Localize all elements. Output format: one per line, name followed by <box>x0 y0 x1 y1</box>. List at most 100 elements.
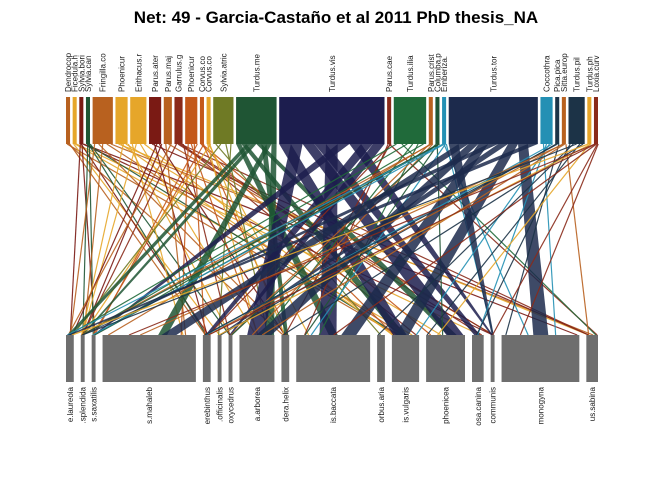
lower-node-box <box>228 335 233 382</box>
upper-node-box <box>92 97 113 144</box>
upper-node-label: Emberiza. <box>440 56 449 92</box>
upper-node-box <box>163 97 172 144</box>
interaction-line <box>81 143 137 336</box>
interaction-band <box>67 144 538 335</box>
upper-node-label: Fringilla.co <box>99 53 108 92</box>
interaction-line <box>153 143 208 336</box>
lower-node-box <box>426 335 465 382</box>
interaction-line <box>542 143 557 336</box>
interaction-line <box>82 143 408 336</box>
upper-node-box <box>448 97 538 144</box>
interaction-line <box>66 143 444 336</box>
upper-node-label: Turdus.ilia <box>406 55 415 92</box>
lower-node-label: erebinthus <box>203 387 212 424</box>
upper-node-box <box>115 97 128 144</box>
lower-node-box <box>296 335 371 382</box>
interaction-links <box>66 143 599 336</box>
interaction-line <box>261 143 414 336</box>
lower-node-label: .splendida <box>79 386 88 423</box>
upper-node-label: Parus.ater <box>151 55 160 92</box>
interaction-line <box>261 143 566 336</box>
upper-node-box <box>442 97 447 144</box>
lower-node-box <box>490 335 495 382</box>
upper-node-box <box>561 97 566 144</box>
interaction-line <box>69 143 81 336</box>
lower-node-box <box>80 335 85 382</box>
upper-node-label: Loxia.curv <box>592 56 601 92</box>
upper-node-label: Columba.p <box>433 53 442 92</box>
upper-node-label: Parus.maj <box>164 56 173 92</box>
upper-node-label: Ficedula.h <box>71 55 80 92</box>
interaction-band <box>518 144 549 335</box>
upper-node-box <box>279 97 385 144</box>
interaction-band <box>67 144 252 335</box>
interaction-line <box>67 143 172 336</box>
interaction-line <box>81 143 433 336</box>
upper-node-label: Sylvia.atric <box>219 53 228 92</box>
interaction-line <box>86 143 399 336</box>
upper-node-label: Pica.pica <box>553 59 562 92</box>
lower-node-label: is.vulgaris <box>402 387 411 423</box>
interaction-line <box>218 143 592 336</box>
upper-node-box <box>174 97 183 144</box>
interaction-band <box>81 144 257 335</box>
upper-node-box <box>213 97 234 144</box>
lower-node-box <box>239 335 275 382</box>
upper-level-nodes: DendrocopFicedula.hSylvia.boriSylvia.can… <box>64 52 601 144</box>
interaction-line <box>69 143 96 336</box>
upper-node-box <box>435 97 440 144</box>
upper-node-label: Turdus.me <box>252 54 261 92</box>
upper-node-label: Sylvia.can <box>84 56 93 92</box>
upper-node-box <box>72 97 77 144</box>
interaction-line <box>519 143 599 336</box>
upper-node-label: Corvus.co <box>198 55 207 92</box>
lower-node-label: .officinalis <box>216 387 225 422</box>
interaction-line <box>128 143 596 336</box>
interaction-line <box>220 143 557 336</box>
upper-node-box <box>428 97 433 144</box>
upper-node-label: Turdus.ph <box>585 56 594 92</box>
lower-node-box <box>377 335 385 382</box>
upper-node-box <box>555 97 560 144</box>
chart-title: Net: 49 - Garcia-Castaño et al 2011 PhD … <box>133 8 539 27</box>
interaction-band <box>247 144 303 335</box>
interaction-line <box>333 143 597 336</box>
upper-node-label: Erithacus.r <box>134 53 143 92</box>
lower-node-box <box>217 335 222 382</box>
interaction-line <box>208 143 597 336</box>
upper-node-box <box>540 97 553 144</box>
upper-node-box <box>568 97 585 144</box>
upper-node-box <box>236 97 277 144</box>
upper-node-box <box>130 97 147 144</box>
upper-node-label: Turdus.tor <box>489 56 498 92</box>
lower-node-box <box>281 335 290 382</box>
upper-node-label: Parus.cae <box>385 55 394 92</box>
upper-node-box <box>587 97 592 144</box>
lower-node-box <box>102 335 196 382</box>
upper-node-box <box>85 97 91 144</box>
upper-node-label: Dendrocop <box>64 52 73 92</box>
interaction-line <box>81 143 124 336</box>
lower-node-label: dera.helix <box>281 387 290 422</box>
upper-node-label: Turdus.pil <box>573 57 582 92</box>
interaction-line <box>565 143 590 336</box>
interaction-line <box>82 143 163 336</box>
upper-node-box <box>199 97 204 144</box>
interaction-line <box>82 143 89 336</box>
interaction-line <box>426 143 581 336</box>
lower-node-label: us.sabina <box>588 386 597 421</box>
lower-node-label: monogyna <box>536 386 545 424</box>
lower-node-label: phoenicea <box>442 386 451 423</box>
interaction-line <box>505 143 560 336</box>
upper-node-label: Parus.crist <box>427 53 436 92</box>
lower-node-box <box>586 335 598 382</box>
upper-node-box <box>393 97 427 144</box>
upper-node-label: Sylvia.bori <box>77 55 86 92</box>
upper-node-label: Corvus.co <box>205 55 214 92</box>
upper-node-label: Turdus.vis <box>328 55 337 92</box>
lower-node-box <box>66 335 74 382</box>
interaction-line <box>415 143 551 336</box>
lower-level-nodes: e.laureola .splendida s.saxatilis s.mahaleb… <box>66 335 598 426</box>
interaction-line <box>204 143 558 336</box>
